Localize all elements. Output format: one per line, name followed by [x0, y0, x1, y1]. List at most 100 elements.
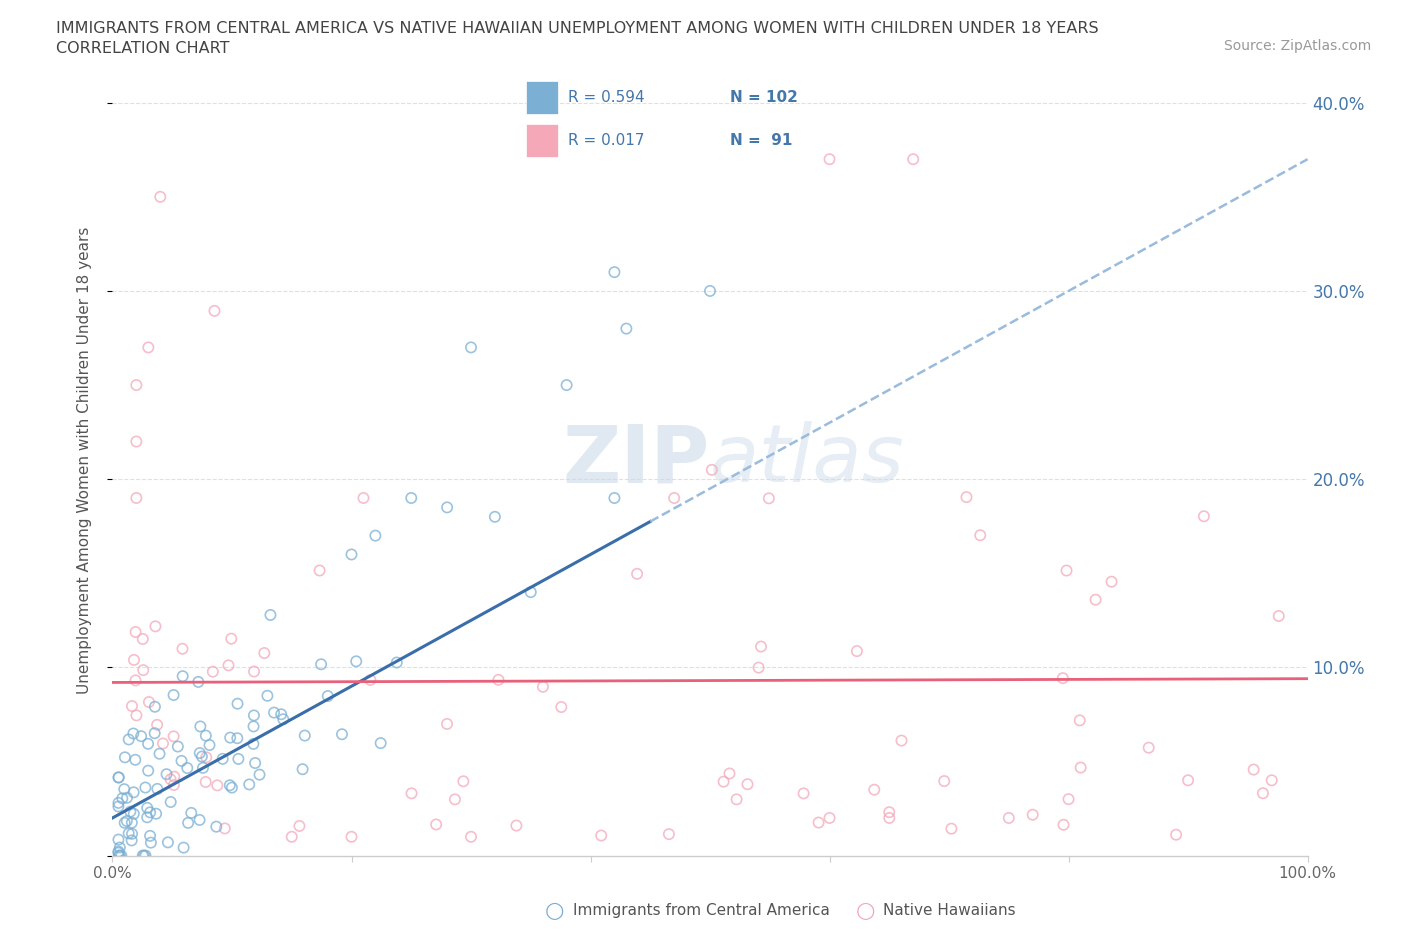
- Point: [1137, 740, 1160, 755]
- Point: [879, 811, 901, 826]
- Point: [125, 708, 148, 723]
- Point: [291, 762, 314, 777]
- Point: [162, 729, 184, 744]
- Point: [188, 813, 211, 828]
- Point: [934, 774, 956, 789]
- Point: [138, 695, 160, 710]
- Point: [1070, 760, 1092, 775]
- Text: ZIP: ZIP: [562, 421, 710, 499]
- Text: ○: ○: [856, 901, 875, 921]
- Point: [308, 563, 330, 578]
- Point: [818, 811, 841, 826]
- Point: [159, 794, 181, 809]
- Point: [228, 751, 250, 766]
- Point: [1251, 786, 1274, 801]
- Point: [385, 655, 408, 670]
- Point: [484, 510, 506, 525]
- Point: [505, 818, 527, 833]
- Point: [344, 654, 367, 669]
- Point: [180, 805, 202, 820]
- Point: [488, 672, 510, 687]
- Point: [626, 566, 648, 581]
- Point: [340, 830, 363, 844]
- Point: [149, 190, 172, 205]
- Text: Immigrants from Central America: Immigrants from Central America: [572, 903, 830, 919]
- Point: [218, 777, 240, 792]
- Point: [699, 284, 721, 299]
- Point: [460, 340, 482, 355]
- Point: [1101, 574, 1123, 589]
- Point: [256, 688, 278, 703]
- Point: [122, 785, 145, 800]
- Point: [955, 490, 977, 505]
- Point: [194, 775, 217, 790]
- Point: [108, 840, 131, 855]
- Point: [124, 673, 146, 688]
- Point: [136, 764, 159, 778]
- Point: [121, 833, 143, 848]
- Point: [143, 725, 166, 740]
- Point: [187, 674, 209, 689]
- Point: [460, 830, 482, 844]
- Point: [163, 769, 186, 784]
- Point: [121, 816, 143, 830]
- Point: [737, 777, 759, 791]
- Point: [125, 490, 148, 505]
- Point: [863, 782, 886, 797]
- Point: [121, 827, 143, 842]
- Point: [890, 733, 912, 748]
- Point: [172, 669, 194, 684]
- Point: [176, 761, 198, 776]
- Point: [201, 664, 224, 679]
- Point: [136, 801, 159, 816]
- Point: [191, 761, 214, 776]
- Point: [748, 660, 770, 675]
- Point: [758, 491, 780, 506]
- Point: [191, 749, 214, 764]
- Point: [138, 340, 160, 355]
- Point: [107, 844, 129, 859]
- Point: [664, 490, 686, 505]
- Point: [749, 639, 772, 654]
- Point: [107, 795, 129, 810]
- Point: [550, 699, 572, 714]
- Point: [425, 817, 447, 832]
- Point: [108, 848, 131, 863]
- Point: [163, 777, 186, 792]
- Point: [531, 679, 554, 694]
- Point: [603, 490, 626, 505]
- Point: [156, 835, 179, 850]
- Point: [177, 816, 200, 830]
- Point: [1069, 713, 1091, 728]
- Point: [107, 799, 129, 814]
- Point: [146, 717, 169, 732]
- Point: [270, 707, 292, 722]
- Point: [188, 746, 211, 761]
- Point: [444, 792, 467, 807]
- Point: [877, 804, 900, 819]
- Point: [294, 728, 316, 743]
- Point: [1057, 791, 1080, 806]
- Point: [309, 657, 332, 671]
- Point: [121, 698, 143, 713]
- Point: [845, 644, 868, 658]
- Point: [155, 766, 177, 781]
- Point: [205, 819, 228, 834]
- Point: [1261, 773, 1284, 788]
- Point: [453, 774, 475, 789]
- Point: [1056, 563, 1078, 578]
- Point: [218, 658, 240, 672]
- Text: CORRELATION CHART: CORRELATION CHART: [56, 41, 229, 56]
- Point: [166, 739, 188, 754]
- Text: IMMIGRANTS FROM CENTRAL AMERICA VS NATIVE HAWAIIAN UNEMPLOYMENT AMONG WOMEN WITH: IMMIGRANTS FROM CENTRAL AMERICA VS NATIV…: [56, 21, 1099, 36]
- Point: [134, 780, 156, 795]
- Point: [118, 826, 141, 841]
- Point: [903, 152, 925, 166]
- Point: [148, 746, 170, 761]
- Point: [242, 737, 264, 751]
- Point: [139, 835, 162, 850]
- Point: [125, 434, 148, 449]
- Text: Source: ZipAtlas.com: Source: ZipAtlas.com: [1223, 39, 1371, 53]
- Point: [132, 848, 155, 863]
- Point: [520, 585, 543, 600]
